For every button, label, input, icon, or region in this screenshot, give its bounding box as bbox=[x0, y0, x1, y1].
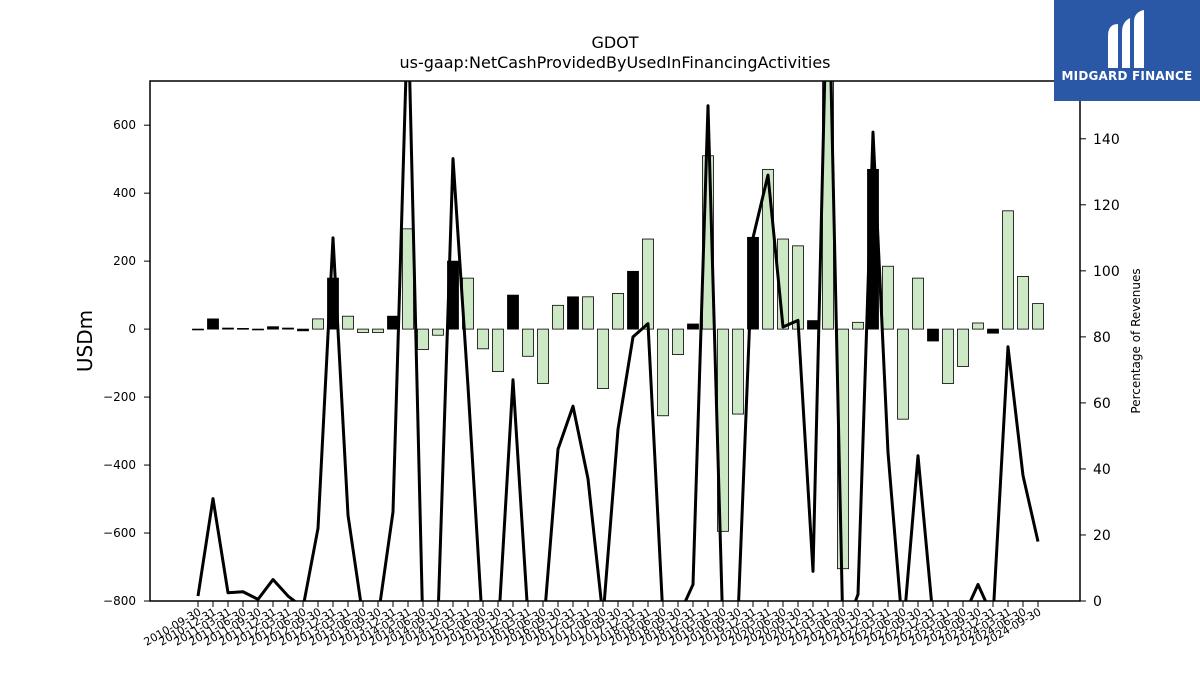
bar bbox=[282, 327, 294, 330]
y-axis-label: USDm bbox=[73, 310, 97, 372]
y-tick-label: −600 bbox=[103, 526, 136, 540]
bar bbox=[432, 328, 444, 336]
bar bbox=[852, 321, 864, 330]
bar bbox=[477, 328, 489, 350]
bar bbox=[342, 315, 354, 330]
bar bbox=[762, 168, 774, 330]
bar bbox=[417, 328, 429, 350]
bar bbox=[807, 320, 819, 330]
chart-title: GDOT bbox=[591, 33, 638, 52]
plot-frame bbox=[149, 80, 1081, 602]
bar bbox=[732, 328, 744, 415]
bar bbox=[987, 328, 999, 334]
bar bbox=[297, 328, 309, 332]
y2-tick-label: 0 bbox=[1093, 594, 1102, 610]
bar bbox=[612, 293, 624, 330]
bar bbox=[327, 277, 339, 330]
bar bbox=[672, 328, 684, 355]
bar bbox=[687, 323, 699, 330]
bar bbox=[237, 328, 249, 330]
y-tick-label: 600 bbox=[113, 118, 136, 132]
bar bbox=[912, 277, 924, 330]
bar bbox=[597, 328, 609, 389]
logo-mark-icon bbox=[1108, 10, 1144, 68]
y-tick-label: 400 bbox=[113, 186, 136, 200]
y2-tick-label: 100 bbox=[1093, 264, 1120, 280]
bar bbox=[1002, 210, 1014, 330]
y2-tick-label: 140 bbox=[1093, 132, 1120, 148]
bar bbox=[897, 328, 909, 420]
y2-axis-label: Percentage of Revenues bbox=[1129, 268, 1143, 413]
bar bbox=[372, 328, 384, 333]
bar bbox=[1017, 276, 1029, 330]
y2-tick-label: 80 bbox=[1093, 330, 1111, 346]
y-tick-label: −400 bbox=[103, 458, 136, 472]
plot-area: −800 −600 −400 −200 0 200 400 600 0 20 40 60 80 100 12… bbox=[103, 80, 1120, 649]
bar bbox=[942, 328, 954, 384]
bar bbox=[882, 265, 894, 330]
bar bbox=[537, 328, 549, 384]
bar bbox=[507, 294, 519, 330]
y2-tick-label: 20 bbox=[1093, 528, 1111, 544]
bar bbox=[312, 318, 324, 330]
y-tick-label: 0 bbox=[128, 322, 136, 336]
bar bbox=[957, 328, 969, 367]
midgard-finance-logo: MIDGARD FINANCE bbox=[1054, 0, 1200, 101]
y2-tick-label: 40 bbox=[1093, 462, 1111, 478]
bar bbox=[642, 238, 654, 330]
bar bbox=[357, 328, 369, 333]
bar bbox=[492, 328, 504, 372]
bar bbox=[927, 328, 939, 342]
bar bbox=[567, 296, 579, 330]
y-tick-label: −800 bbox=[103, 594, 136, 608]
percentage-line bbox=[196, 81, 1040, 601]
bar bbox=[582, 296, 594, 330]
bar bbox=[207, 318, 219, 330]
bar bbox=[387, 315, 399, 330]
bar bbox=[222, 327, 234, 330]
bar bbox=[267, 326, 279, 330]
y2-tick-label: 60 bbox=[1093, 396, 1111, 412]
y2-tick-label: 120 bbox=[1093, 198, 1120, 214]
bar bbox=[627, 270, 639, 330]
bar bbox=[792, 245, 804, 330]
bar bbox=[522, 328, 534, 357]
plot-clip-group bbox=[192, 81, 1044, 601]
bar bbox=[972, 322, 984, 330]
bar bbox=[402, 228, 414, 330]
bar bbox=[1032, 303, 1044, 330]
bar bbox=[657, 328, 669, 417]
bar bbox=[552, 304, 564, 330]
bar bbox=[252, 328, 264, 331]
y-tick-label: −200 bbox=[103, 390, 136, 404]
chart-subtitle: us-gaap:NetCashProvidedByUsedInFinancing… bbox=[399, 53, 830, 72]
bar bbox=[192, 328, 204, 331]
logo-text: MIDGARD FINANCE bbox=[1061, 69, 1193, 83]
y-tick-label: 200 bbox=[113, 254, 136, 268]
